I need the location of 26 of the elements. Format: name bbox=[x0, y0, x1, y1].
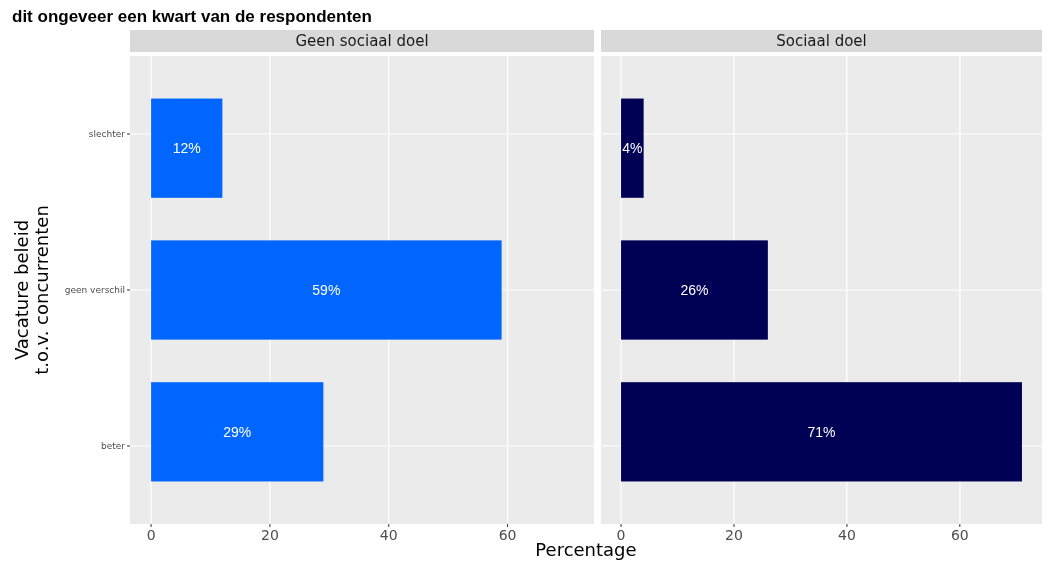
x-tick-label: 60 bbox=[498, 527, 517, 543]
x-tick-label: 20 bbox=[261, 527, 279, 543]
data-label: 29% bbox=[223, 423, 252, 440]
x-tick-label: 0 bbox=[146, 527, 156, 543]
data-label: 71% bbox=[807, 423, 836, 440]
y-tick-label: beter bbox=[100, 441, 126, 452]
chart-title: Sociaal doel bbox=[776, 32, 867, 51]
bar bbox=[151, 240, 502, 340]
data-label: 59% bbox=[312, 281, 341, 298]
bar bbox=[621, 240, 768, 340]
data-label: 4% bbox=[622, 140, 643, 157]
y-axis-title: Vacature beleid t.o.v. concurrenten bbox=[11, 205, 52, 375]
x-tick-label: 40 bbox=[379, 527, 398, 543]
data-label: 26% bbox=[680, 281, 709, 298]
chart-title: Geen sociaal doel bbox=[295, 32, 429, 51]
y-tick-label: slechter bbox=[88, 129, 126, 140]
x-tick-label: 40 bbox=[838, 527, 856, 543]
text: dit ongeveer een kwart van de respondenten bbox=[12, 7, 372, 26]
x-tick-label: 60 bbox=[950, 527, 969, 543]
bar bbox=[621, 98, 644, 198]
x-tick-label: 20 bbox=[725, 527, 743, 543]
bar bbox=[621, 382, 1022, 482]
bar bbox=[151, 98, 223, 198]
bar bbox=[151, 382, 324, 482]
y-tick-label: geen verschil bbox=[64, 285, 125, 296]
data-label: 12% bbox=[172, 140, 201, 157]
